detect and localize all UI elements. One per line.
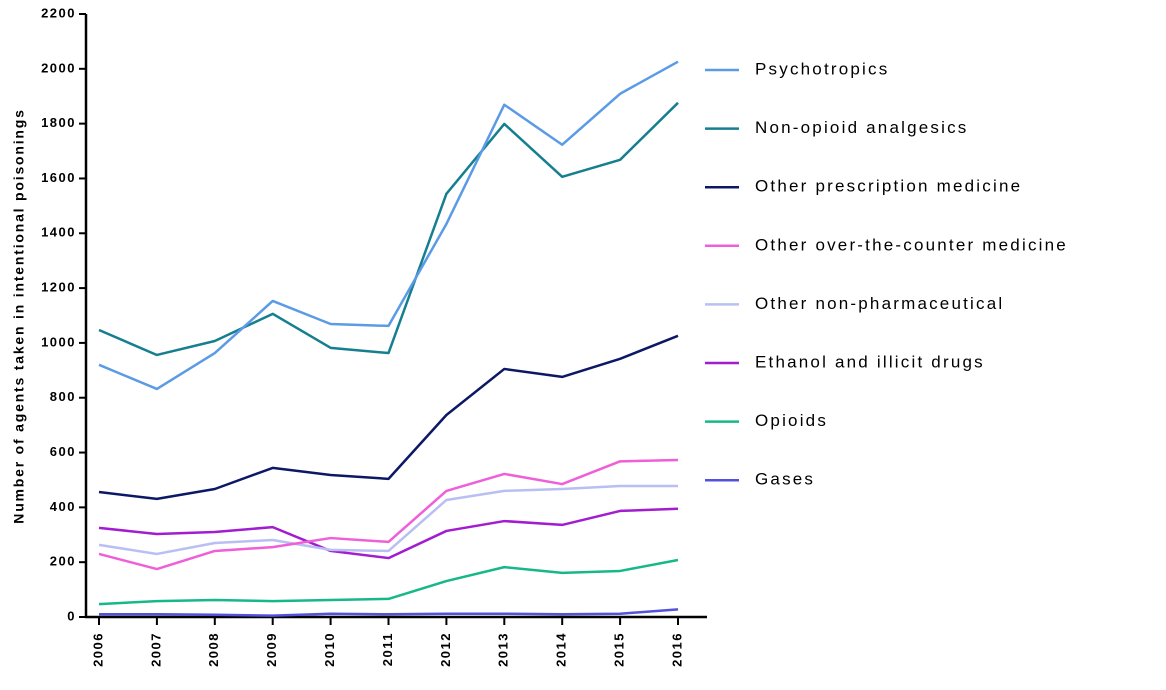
legend-label: Ethanol and illicit drugs	[755, 352, 985, 371]
legend-label: Non-opioid analgesics	[755, 118, 968, 137]
legend-label: Other over-the-counter medicine	[755, 235, 1068, 254]
x-tick-label: 2010	[322, 632, 337, 667]
y-tick-label: 1000	[41, 334, 76, 349]
series-line	[98, 558, 679, 606]
y-axis-title: Number of agents taken in intentional po…	[11, 108, 27, 523]
y-tick-label: 200	[50, 554, 76, 569]
legend-label: Opioids	[755, 411, 828, 430]
y-tick-label: 2000	[41, 60, 76, 75]
series-line	[98, 60, 679, 391]
legend-label: Psychotropics	[755, 59, 889, 78]
y-tick-label: 400	[50, 499, 76, 514]
series-line	[98, 484, 678, 556]
series-line	[98, 101, 679, 357]
y-tick-label: 1600	[41, 170, 76, 185]
y-tick-label: 1800	[41, 115, 76, 130]
x-tick-label: 2006	[90, 632, 105, 667]
y-tick-label: 0	[67, 608, 76, 623]
legend-label: Gases	[755, 470, 815, 489]
y-tick-label: 600	[50, 444, 76, 459]
legend-label: Other prescription medicine	[755, 177, 1022, 196]
x-tick-label: 2014	[554, 632, 569, 667]
y-tick-label: 2200	[41, 5, 76, 20]
series-line	[98, 458, 679, 571]
x-tick-label: 2012	[438, 632, 453, 667]
x-tick-label: 2008	[206, 632, 221, 667]
y-tick-label: 1200	[41, 280, 76, 295]
series-line	[98, 507, 679, 560]
y-tick-label: 800	[50, 389, 76, 404]
x-tick-label: 2009	[264, 632, 279, 667]
x-tick-label: 2016	[669, 632, 684, 667]
legend-label: Other non-pharmaceutical	[755, 294, 1004, 313]
x-tick-label: 2011	[380, 632, 395, 666]
series-line	[98, 334, 679, 501]
x-tick-label: 2007	[148, 632, 163, 667]
y-tick-label: 1400	[41, 225, 76, 240]
series-line	[99, 608, 679, 617]
x-tick-label: 2013	[496, 632, 511, 667]
x-tick-label: 2015	[612, 632, 627, 667]
